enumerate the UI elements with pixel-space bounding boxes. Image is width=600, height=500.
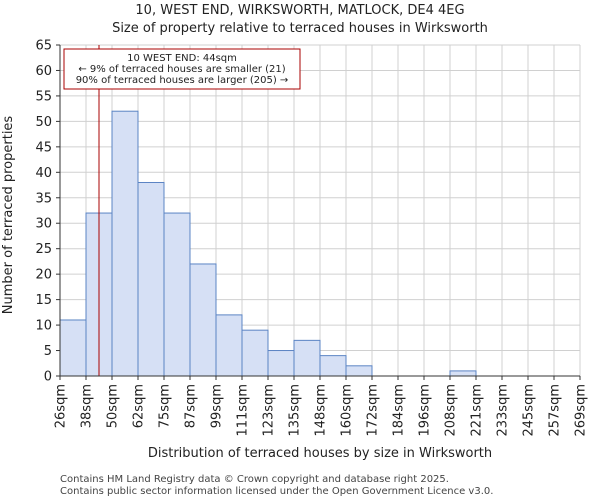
- annotation-line-1: 10 WEST END: 44sqm: [127, 53, 237, 64]
- y-tick-label: 35: [35, 191, 52, 206]
- y-tick-label: 50: [35, 115, 52, 130]
- x-tick-label: 269sqm: [574, 384, 589, 437]
- bar-75sqm: [163, 212, 191, 377]
- bar-50sqm: [111, 110, 139, 377]
- y-tick-label: 40: [35, 166, 52, 181]
- footer-line-1: Contains HM Land Registry data © Crown c…: [60, 474, 449, 485]
- x-tick-label: 62sqm: [132, 384, 147, 428]
- x-tick-label: 148sqm: [314, 384, 329, 437]
- x-tick-label: 233sqm: [496, 384, 511, 437]
- y-tick-labels: 0 5 10 15 20 25 30 35 40 45 50 55 60 65: [35, 39, 52, 385]
- x-tick-label: 245sqm: [522, 384, 537, 437]
- bar-160sqm: [345, 365, 373, 377]
- y-tick-label: 10: [35, 319, 52, 334]
- x-tick-label: 50sqm: [106, 384, 121, 428]
- x-tick-label: 26sqm: [54, 384, 69, 428]
- x-tick-label: 123sqm: [262, 384, 277, 437]
- x-tick-label: 87sqm: [184, 384, 199, 428]
- bar-99sqm: [215, 314, 243, 377]
- y-tick-label: 60: [35, 64, 52, 79]
- x-tick-label: 257sqm: [548, 384, 563, 437]
- x-tick-label: 75sqm: [158, 384, 173, 428]
- annotation-line-2: ← 9% of terraced houses are smaller (21): [78, 64, 285, 75]
- bar-135sqm: [293, 339, 321, 377]
- x-axis-label: Distribution of terraced houses by size …: [148, 446, 492, 461]
- x-tick-label: 38sqm: [80, 384, 95, 428]
- x-tick-label: 111sqm: [236, 384, 251, 437]
- y-tick-label: 20: [35, 268, 52, 283]
- chart-title: 10, WEST END, WIRKSWORTH, MATLOCK, DE4 4…: [135, 3, 464, 18]
- x-tick-label: 184sqm: [392, 384, 407, 437]
- bar-123sqm: [267, 350, 295, 377]
- bar-111sqm: [241, 329, 269, 377]
- y-tick-label: 30: [35, 217, 52, 232]
- x-tick-label: 172sqm: [366, 384, 381, 437]
- y-tick-label: 25: [35, 242, 52, 257]
- bar-148sqm: [319, 355, 347, 377]
- y-tick-label: 55: [35, 89, 52, 104]
- annotation-border: [63, 48, 301, 90]
- x-tick-label: 99sqm: [210, 384, 225, 428]
- x-tick-label: 135sqm: [288, 384, 303, 437]
- x-tick-label: 160sqm: [340, 384, 355, 437]
- bar-208sqm: [449, 370, 477, 377]
- x-tick-labels: 26sqm 38sqm 50sqm 62sqm 75sqm 87sqm 99sqm 111sq…: [54, 384, 589, 437]
- annotation-line-3: 90% of terraced houses are larger (205) …: [76, 75, 289, 86]
- y-tick-label: 15: [35, 293, 52, 308]
- y-tick-label: 0: [44, 370, 52, 385]
- x-tick-label: 196sqm: [418, 384, 433, 437]
- x-tick-label: 221sqm: [470, 384, 485, 437]
- annotation-box: 10 WEST END: 44sqm ← 9% of terraced hous…: [63, 48, 301, 90]
- y-tick-label: 5: [44, 344, 52, 359]
- chart-subtitle: Size of property relative to terraced ho…: [112, 21, 488, 36]
- bar-62sqm: [137, 181, 165, 377]
- y-tick-label: 65: [35, 39, 52, 54]
- footer-line-2: Contains public sector information licen…: [60, 486, 493, 497]
- axes: [56, 44, 581, 380]
- y-tick-label: 45: [35, 140, 52, 155]
- bar-26sqm: [59, 319, 87, 377]
- bar-87sqm: [189, 263, 217, 377]
- x-tick-label: 208sqm: [444, 384, 459, 437]
- y-axis-label: Number of terraced properties: [1, 116, 16, 315]
